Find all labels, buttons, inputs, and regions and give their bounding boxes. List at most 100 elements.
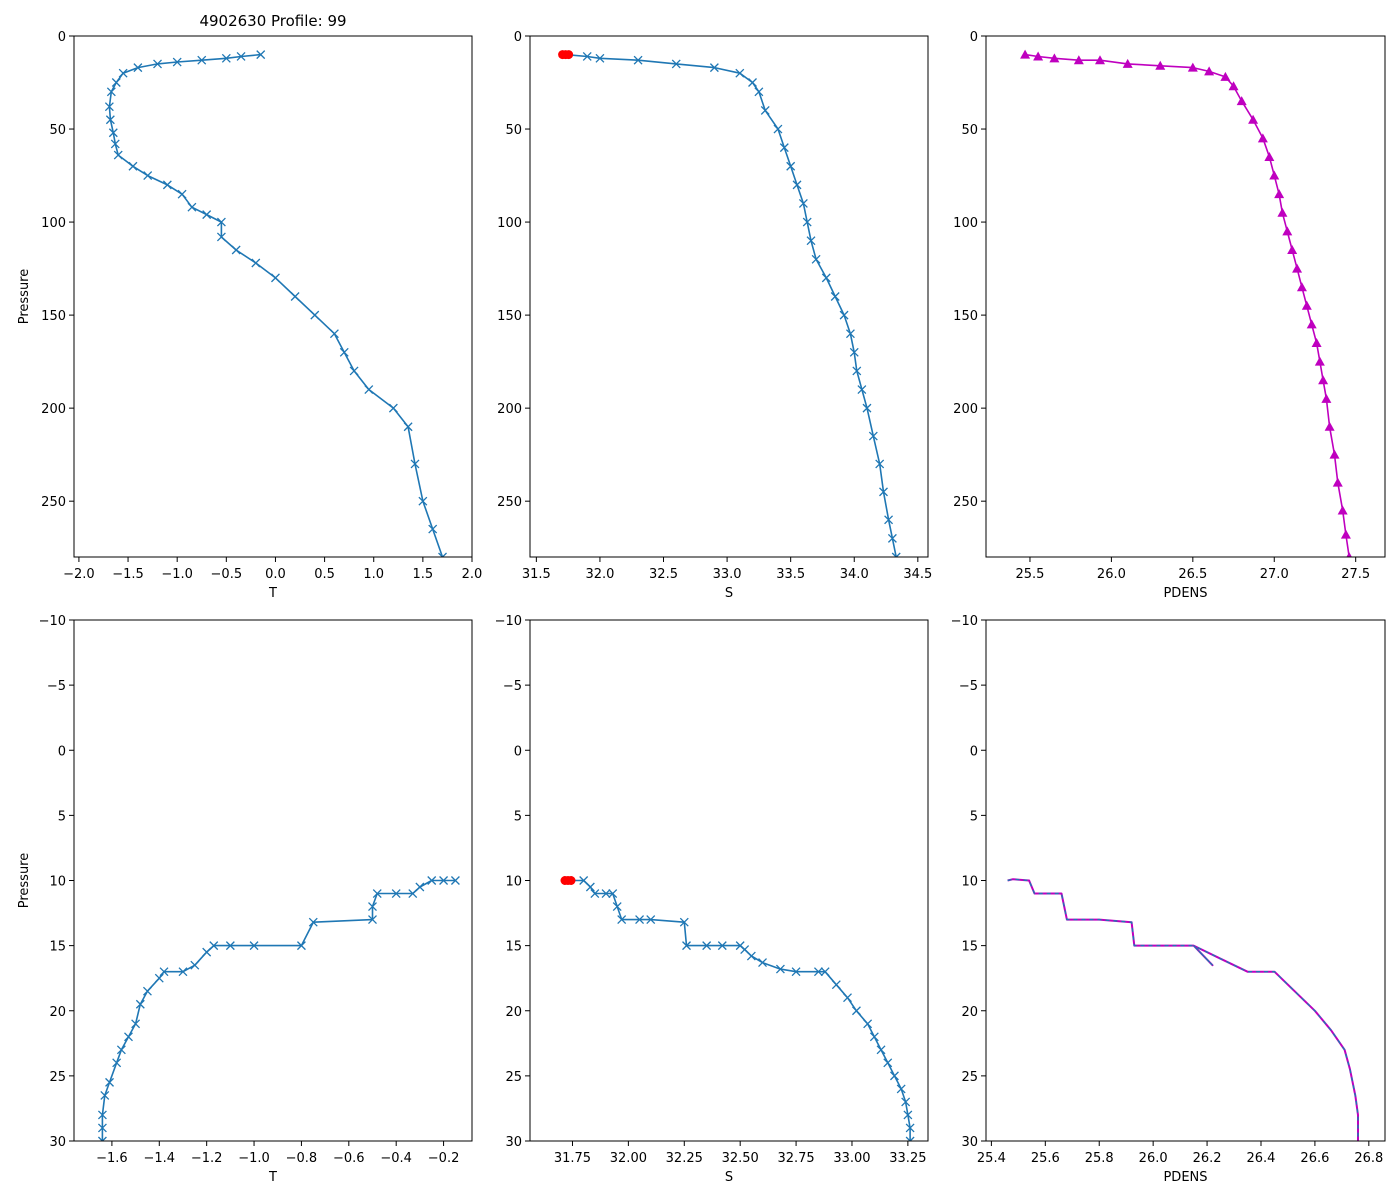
data-point: [1049, 53, 1060, 63]
plot-frame: [529, 619, 929, 1142]
data-point: [251, 258, 261, 268]
chart-top-t: −2.0 −1.5 −1.0 −0.5 0.0 0.5 1.0 1.5 2.0 0 50 100 150…: [17, 30, 482, 601]
y-tick-label: 20: [49, 1005, 66, 1020]
data-point: [779, 143, 789, 153]
data-point: [635, 915, 645, 925]
surface-point: [566, 876, 576, 885]
series-line: [1024, 53, 1350, 557]
data-point: [646, 915, 656, 925]
data-point: [112, 1058, 122, 1068]
y-tick-label: 150: [41, 309, 66, 324]
x-tick-label: −0.4: [380, 1151, 412, 1166]
data-point: [97, 1136, 107, 1141]
y-tick-label: 15: [505, 940, 522, 955]
data-point: [679, 917, 689, 927]
data-point: [349, 366, 359, 376]
y-tick-label: 5: [58, 809, 66, 824]
data-point: [862, 403, 872, 413]
data-point: [852, 366, 862, 376]
data-point: [100, 1090, 110, 1100]
y-tick-label: 50: [505, 123, 522, 138]
data-point: [439, 876, 449, 885]
x-tick-label: 26.4: [1247, 1151, 1276, 1166]
data-point: [1314, 356, 1325, 366]
data-point: [177, 189, 187, 199]
plot-frame: [985, 619, 1386, 1142]
data-point: [172, 57, 182, 67]
x-tick-label: 26.0: [1139, 1151, 1168, 1166]
x-axis-label: T: [268, 1170, 277, 1185]
y-tick-label: 15: [49, 940, 66, 955]
data-point: [582, 52, 592, 61]
data-point: [1020, 49, 1031, 59]
y-tick-label: 10: [49, 875, 66, 890]
data-point: [806, 236, 816, 246]
x-tick-label: 31.5: [522, 567, 551, 582]
x-axis-label: T: [268, 586, 277, 601]
x-tick-label: −0.5: [211, 567, 243, 582]
data-point: [105, 1077, 114, 1087]
data-point: [590, 889, 600, 898]
data-point: [310, 310, 320, 320]
x-tick-label: 33.25: [889, 1151, 926, 1166]
x-tick-label: 32.0: [585, 567, 614, 582]
y-tick-label: 200: [497, 402, 522, 417]
data-point: [190, 960, 200, 970]
y-tick-label: 25: [505, 1070, 522, 1085]
data-point: [1311, 338, 1322, 348]
data-point: [1073, 55, 1084, 65]
data-point: [110, 139, 120, 149]
data-point: [209, 941, 219, 951]
x-tick-label: 25.5: [1015, 567, 1044, 582]
data-point: [811, 254, 821, 264]
data-point: [197, 55, 207, 65]
data-point: [891, 552, 901, 557]
data-point: [802, 217, 812, 227]
plot-area: [560, 876, 915, 1141]
data-point: [820, 967, 830, 977]
x-tick-label: 32.50: [722, 1151, 759, 1166]
data-point: [296, 941, 306, 951]
data-point: [438, 552, 447, 557]
plot-frame: [985, 35, 1386, 558]
data-point: [427, 876, 437, 885]
x-tick-label: 1.5: [413, 567, 434, 582]
data-point: [131, 1019, 141, 1029]
plot-area: [1007, 878, 1359, 1141]
x-tick-label: 33.5: [776, 567, 805, 582]
data-point: [1187, 62, 1198, 72]
x-tick-label: −1.2: [191, 1151, 223, 1166]
data-point: [1306, 319, 1317, 329]
data-point: [1204, 66, 1215, 76]
y-tick-label: 150: [953, 309, 978, 324]
y-tick-label: 30: [49, 1135, 66, 1150]
data-point: [869, 1032, 879, 1042]
y-tick-label: −10: [495, 614, 522, 629]
x-tick-label: −1.0: [238, 1151, 270, 1166]
data-point: [1337, 505, 1348, 515]
y-tick-label: 200: [41, 402, 66, 417]
y-tick-label: 0: [514, 744, 522, 759]
data-point: [418, 496, 428, 506]
data-point: [202, 210, 212, 220]
data-point: [830, 292, 840, 301]
data-point: [709, 63, 719, 73]
data-point: [159, 967, 169, 977]
data-point: [142, 986, 152, 996]
data-point: [410, 459, 420, 469]
data-point: [1269, 170, 1280, 180]
data-point: [372, 889, 382, 898]
y-tick-label: −10: [39, 614, 66, 629]
surface-point: [564, 50, 574, 60]
y-tick-label: 150: [497, 309, 522, 324]
x-tick-label: 34.5: [903, 567, 932, 582]
x-tick-label: −0.6: [333, 1151, 365, 1166]
data-point: [391, 889, 401, 898]
plot-area: [558, 50, 901, 557]
data-point: [883, 1058, 893, 1068]
data-point: [845, 329, 855, 339]
y-tick-label: 30: [961, 1135, 978, 1150]
y-tick-label: −5: [503, 679, 522, 694]
x-tick-label: 25.8: [1085, 1151, 1114, 1166]
